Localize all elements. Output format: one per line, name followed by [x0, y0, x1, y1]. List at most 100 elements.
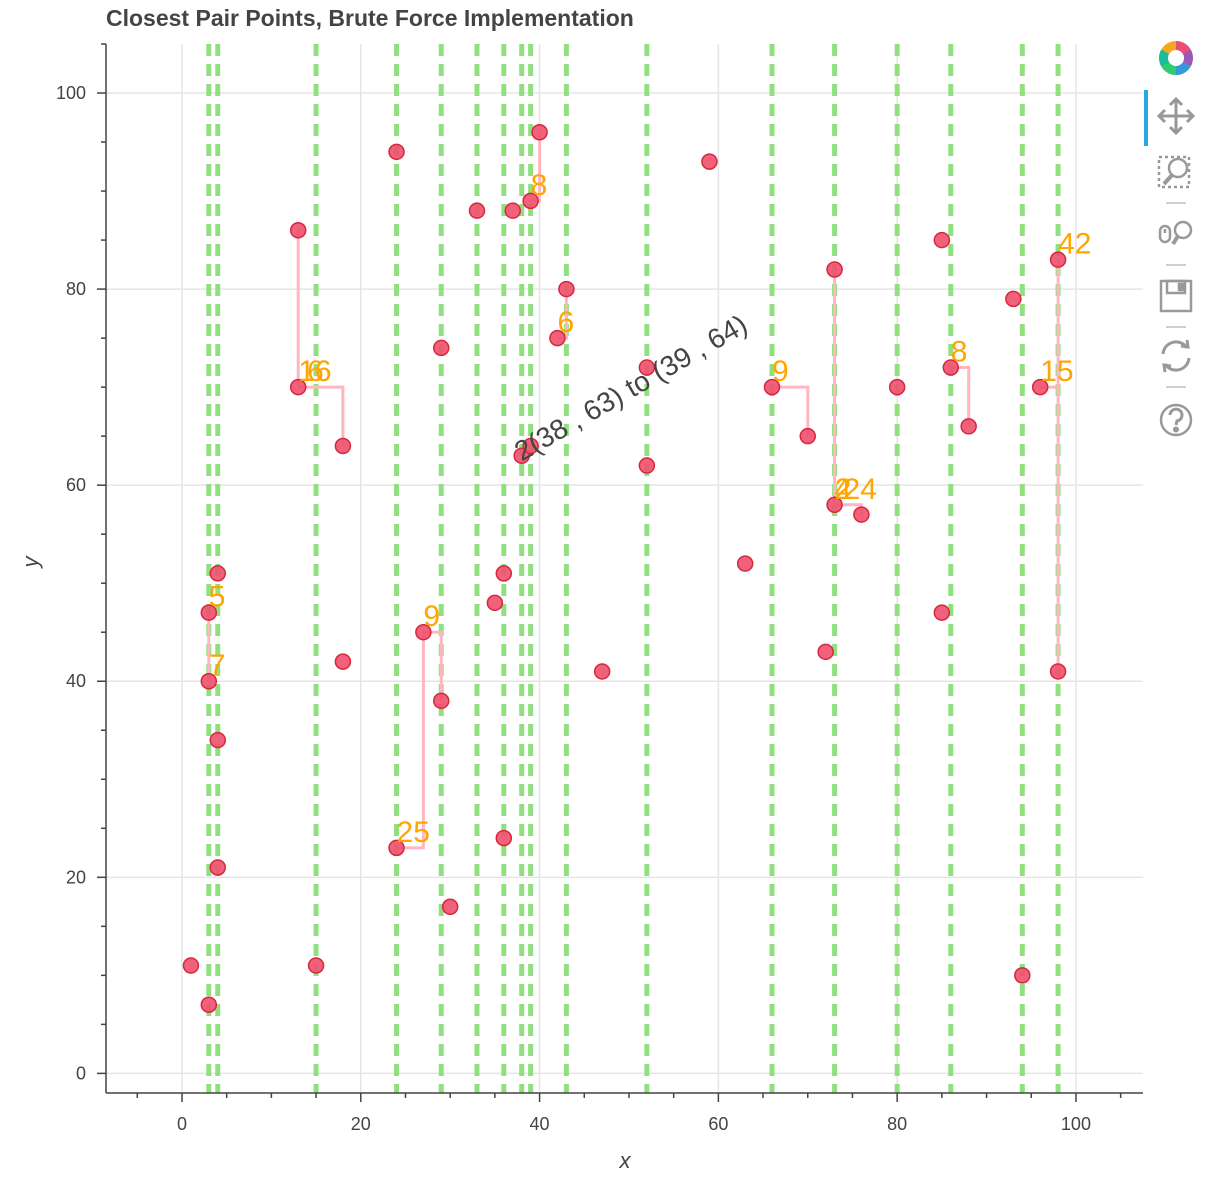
box-zoom-tool-icon[interactable]: [1156, 152, 1196, 192]
distance-label: 6: [307, 355, 324, 388]
x-tick-label: 40: [530, 1114, 550, 1134]
distance-label: 8: [531, 169, 548, 202]
data-point: [209, 859, 226, 876]
data-point: [638, 359, 656, 376]
pair-line: [950, 366, 971, 427]
x-tick-label: 100: [1061, 1114, 1091, 1134]
distance-label: 9: [423, 600, 440, 633]
data-point: [522, 437, 539, 455]
data-point: [441, 898, 459, 915]
data-point: [1031, 378, 1049, 396]
data-point: [853, 506, 870, 523]
data-point: [888, 378, 906, 396]
data-point: [388, 839, 405, 857]
reset-tool-icon[interactable]: [1156, 336, 1196, 376]
pan-tool-icon[interactable]: [1156, 96, 1196, 136]
help-tool-icon[interactable]: [1156, 400, 1196, 440]
distance-label: 15: [1040, 355, 1073, 388]
data-point: [334, 437, 352, 455]
data-point: [763, 378, 781, 396]
distance-label: 9: [772, 355, 789, 388]
x-axis-label: x: [619, 1148, 632, 1173]
data-point: [531, 123, 548, 141]
x-tick-label: 0: [177, 1114, 187, 1134]
distance-label: 42: [1058, 228, 1091, 261]
data-point: [289, 378, 307, 396]
data-point: [736, 555, 754, 572]
data-point: [1049, 251, 1067, 268]
data-point: [307, 957, 325, 974]
pair-line: [772, 385, 810, 437]
data-point: [942, 359, 960, 376]
data-point: [432, 339, 450, 357]
distance-label: 4: [835, 473, 852, 506]
data-point: [933, 604, 951, 621]
toolbar-separator: [1166, 264, 1186, 266]
data-point: [1005, 290, 1022, 308]
y-tick-label: 0: [76, 1063, 86, 1083]
data-point: [468, 202, 486, 219]
data-point: [415, 623, 432, 641]
data-point: [200, 996, 218, 1014]
data-point: [182, 957, 200, 974]
y-tick-label: 40: [66, 671, 86, 691]
data-point: [817, 643, 834, 661]
data-point: [701, 153, 718, 170]
data-point: [522, 192, 539, 210]
data-point: [495, 829, 513, 847]
distance-label: 6: [557, 306, 574, 339]
pair-line: [1040, 385, 1060, 672]
pair-lines: [207, 132, 1060, 850]
pair-line: [423, 630, 443, 701]
x-tick-label: 20: [351, 1114, 371, 1134]
y-tick-label: 20: [66, 867, 86, 887]
data-point: [960, 418, 977, 435]
y-tick-label: 80: [66, 279, 86, 299]
wheel-zoom-tool-icon[interactable]: [1156, 214, 1196, 254]
split-lines: [206, 44, 1061, 1093]
active-tool-indicator: [1144, 90, 1148, 146]
toolbar-separator: [1166, 202, 1186, 204]
grid-lines: [106, 44, 1143, 1093]
toolbar-separator: [1166, 386, 1186, 388]
axes: 0 20 40 60 80 100 0 20 40 60 80 100: [56, 43, 1143, 1134]
closest-pair-result-label: 2(38 , 63) to (39 , 64): [509, 309, 752, 467]
data-point: [209, 565, 226, 582]
data-points: [182, 123, 1067, 1014]
data-point: [558, 280, 575, 298]
data-point: [549, 329, 566, 347]
save-tool-icon[interactable]: [1156, 276, 1196, 316]
data-point: [334, 653, 352, 670]
data-point: [209, 731, 226, 749]
data-point: [638, 457, 656, 474]
bokeh-logo-icon[interactable]: [1156, 38, 1196, 78]
x-tick-label: 80: [887, 1114, 907, 1134]
pair-line: [396, 632, 425, 850]
distance-label: 24: [844, 473, 877, 506]
distance-label: 25: [397, 816, 430, 849]
data-point: [826, 261, 843, 278]
data-point: [826, 496, 843, 514]
y-axis-label: y: [18, 555, 43, 570]
y-tick-label: 100: [56, 83, 86, 103]
data-point: [200, 604, 218, 621]
distance-label: 8: [951, 336, 968, 369]
distance-label: 16: [298, 355, 331, 388]
data-point: [504, 202, 522, 219]
data-point: [486, 594, 504, 612]
data-point: [1014, 967, 1031, 984]
data-point: [388, 143, 405, 161]
data-point: [432, 692, 450, 710]
data-point: [200, 672, 218, 690]
data-point: [593, 663, 611, 680]
x-tick-label: 60: [708, 1114, 728, 1134]
distance-label: 7: [209, 649, 226, 682]
data-point: [933, 231, 951, 249]
distance-label: 2: [835, 473, 852, 506]
y-tick-label: 60: [66, 475, 86, 495]
data-point: [799, 427, 817, 445]
data-point: [289, 222, 307, 239]
pair-line: [298, 385, 345, 446]
